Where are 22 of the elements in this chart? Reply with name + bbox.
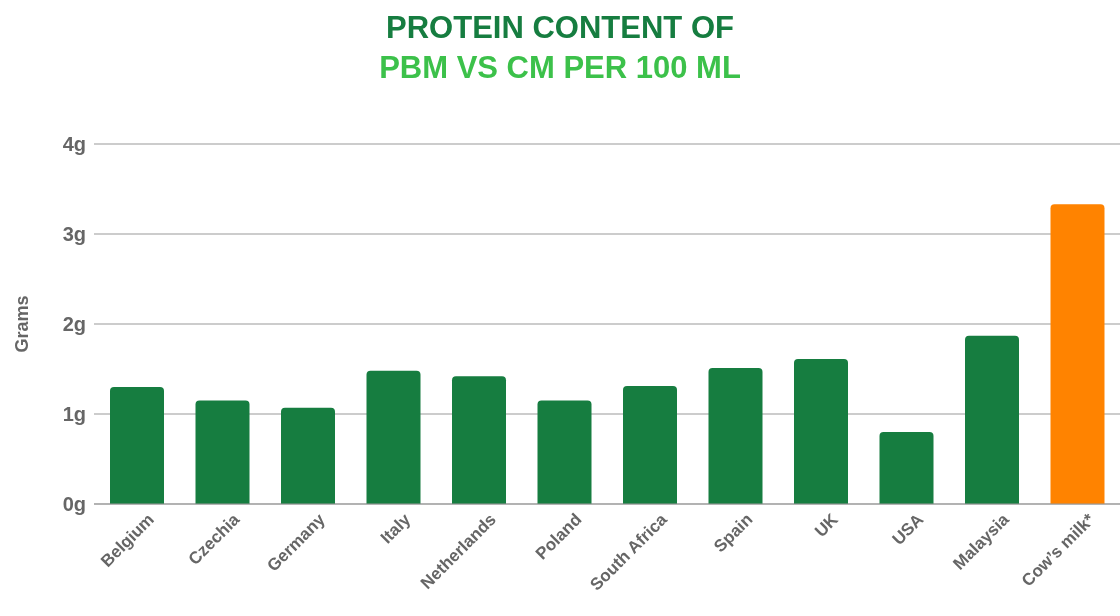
bar	[623, 386, 677, 504]
bar	[1050, 204, 1105, 504]
y-tick-label: 4g	[62, 133, 86, 156]
y-axis-title: Grams	[12, 295, 33, 353]
bar	[110, 387, 164, 504]
chart-title: PROTEIN CONTENT OF	[385, 9, 735, 47]
y-tick-label: 0g	[62, 493, 86, 516]
bar	[794, 359, 848, 504]
x-tick-label: UK	[811, 509, 843, 541]
bar	[195, 400, 250, 504]
y-tick-label: 3g	[62, 223, 86, 246]
bar	[537, 400, 592, 504]
y-tick-label: 2g	[62, 313, 86, 336]
y-tick-label: 1g	[62, 403, 86, 426]
bar	[708, 368, 763, 504]
bar	[965, 335, 1019, 504]
x-tick-label: USA	[888, 509, 928, 549]
bar	[452, 376, 506, 504]
bar	[879, 432, 934, 504]
bar	[281, 407, 335, 504]
bar	[366, 370, 421, 504]
chart-subtitle: PBM VS CM PER 100 ML	[378, 49, 742, 87]
